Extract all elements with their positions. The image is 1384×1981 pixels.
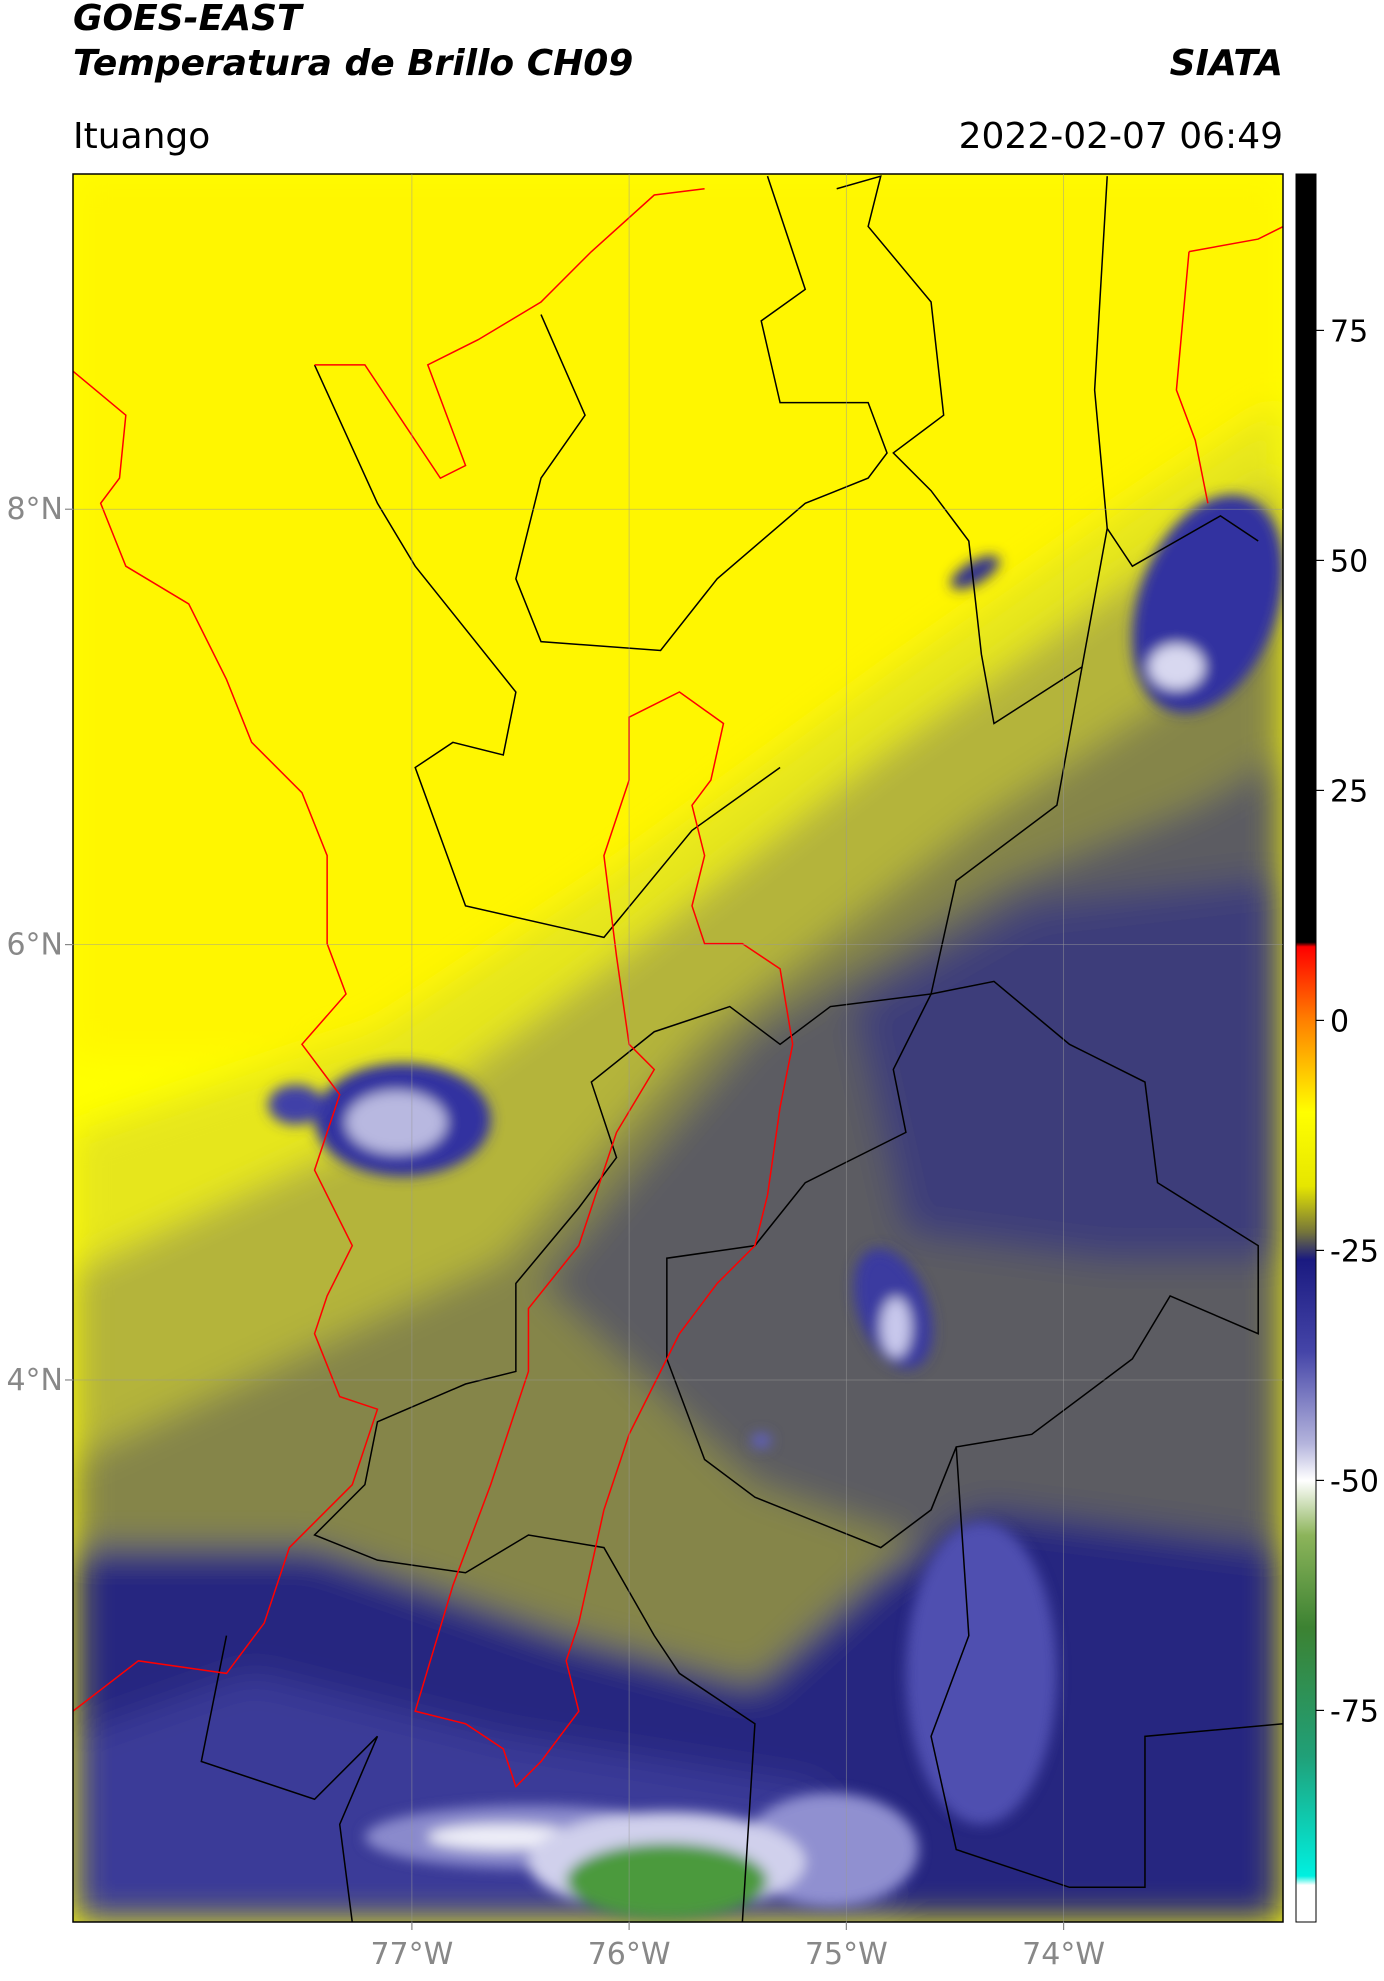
colorbar-tick-label: -25 — [1330, 1234, 1379, 1269]
colorbar-tick-label: 25 — [1330, 774, 1368, 809]
colorbar — [1295, 173, 1317, 1923]
lon-tick-label: 77°W — [370, 1937, 453, 1972]
colorbar-tick-label: 0 — [1330, 1004, 1349, 1039]
colorbar-tick-label: -50 — [1330, 1464, 1379, 1499]
location: Ituango — [73, 116, 210, 157]
lat-tick-label: 8°N — [6, 492, 63, 527]
map-frame — [72, 173, 1284, 1923]
lat-tick-label: 4°N — [6, 1363, 63, 1398]
title: GOES-EAST — [73, 0, 304, 39]
lat-tick-label: 6°N — [6, 928, 63, 963]
map-imagery — [72, 173, 1284, 1923]
institution: SIATA — [1170, 43, 1283, 84]
lon-tick-label: 76°W — [588, 1937, 671, 1972]
datetime: 2022-02-07 06:49 — [959, 116, 1283, 157]
subtitle: Temperatura de Brillo CH09 — [73, 43, 633, 84]
colorbar-tick-label: 75 — [1330, 314, 1368, 349]
lon-tick-label: 74°W — [1022, 1937, 1105, 1972]
lon-tick-label: 75°W — [805, 1937, 888, 1972]
colorbar-tick-label: -75 — [1330, 1694, 1379, 1729]
colorbar-tick-label: 50 — [1330, 544, 1368, 579]
